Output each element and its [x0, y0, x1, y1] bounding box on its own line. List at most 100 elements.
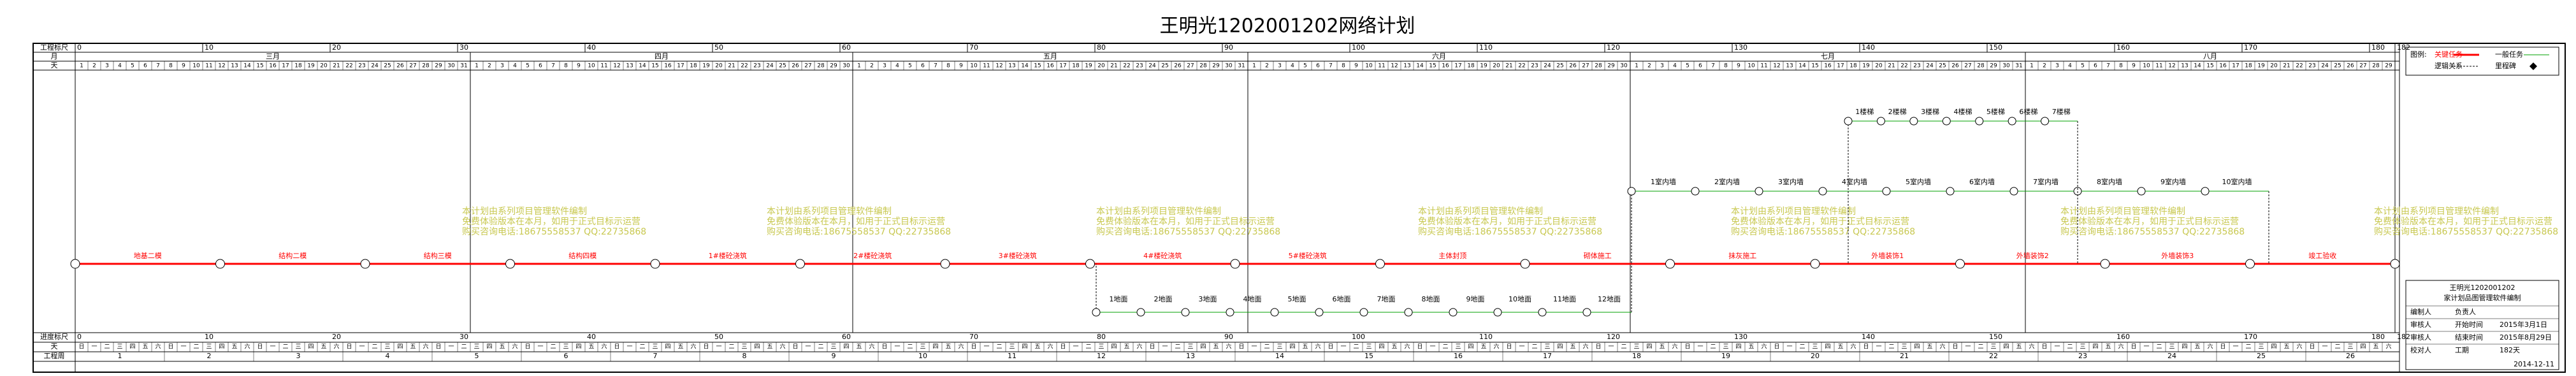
scale-label: 60 [842, 43, 851, 52]
weekday-label: 四 [1111, 344, 1117, 351]
weekday-label: 三 [474, 344, 479, 351]
general-task: 5室内墙 [1906, 177, 1931, 186]
weekday-label: 三 [2347, 344, 2353, 351]
watermark: 购买咨询电话:18675558537 QQ:22735868 [2060, 227, 2245, 237]
day-label: 27 [1582, 63, 1589, 69]
weekday-label: 二 [1621, 344, 1626, 351]
weekday-label: 三 [920, 344, 925, 351]
day-label: 24 [766, 63, 774, 69]
row-label: 工程标尺 [40, 43, 68, 52]
scale-label: 40 [587, 333, 596, 341]
weekday-label: 四 [2003, 344, 2009, 351]
day-label: 25 [779, 63, 786, 69]
week-label: 13 [1186, 352, 1195, 360]
weekday-label: 五 [499, 344, 505, 351]
row-label: 进度标尺 [40, 332, 68, 341]
node [1955, 259, 1965, 269]
weekday-label: 四 [1914, 344, 1920, 351]
day-label: 19 [2257, 63, 2265, 69]
weekday-label: 六 [333, 343, 339, 351]
day-label: 31 [2015, 63, 2022, 69]
general-task: 10地面 [1509, 295, 1531, 303]
day-label: 30 [1620, 63, 1628, 69]
node [1942, 117, 1951, 126]
weekday-label: 五 [2283, 344, 2289, 351]
scale-label: 130 [1734, 333, 1747, 341]
day-label: 28 [1199, 63, 1207, 69]
day-label: 16 [664, 63, 672, 69]
week-label: 18 [1632, 352, 1641, 360]
weekday-label: 四 [1468, 344, 1473, 351]
day-label: 11 [983, 63, 990, 69]
critical-task: 4#楼砼浇筑 [1143, 251, 1182, 260]
day-label: 23 [753, 63, 760, 69]
general-task: 3室内墙 [1778, 177, 1804, 186]
scale-label: 60 [842, 333, 851, 341]
weekday-label: 三 [117, 344, 122, 351]
day-label: 11 [2155, 63, 2162, 69]
general-task: 4室内墙 [1842, 177, 1867, 186]
info-cell: 审核人 [2410, 320, 2431, 329]
watermark: 购买咨询电话:18675558537 QQ:22735868 [462, 227, 646, 237]
day-label: 29 [1990, 63, 1997, 69]
day-label: 4 [513, 63, 517, 69]
day-label: 12 [218, 63, 225, 69]
weekday-label: 三 [206, 344, 212, 351]
general-task: 7室内墙 [2033, 177, 2059, 186]
weekday-label: 五 [945, 344, 951, 351]
weekday-label: 日 [703, 343, 709, 351]
day-label: 12 [1773, 63, 1780, 69]
day-label: 6 [1698, 63, 1702, 69]
weekday-label: 六 [244, 343, 250, 351]
node [1449, 308, 1458, 317]
info-date: 2014-12-11 [2514, 360, 2554, 368]
day-label: 24 [371, 63, 379, 69]
week-label: 24 [2167, 352, 2176, 360]
row-label: 工程周 [44, 352, 65, 360]
day-label: 18 [2245, 63, 2252, 69]
weekday-label: 五 [231, 344, 237, 351]
weekday-label: 一 [1786, 344, 1792, 351]
scale-label: 160 [2117, 43, 2130, 52]
weekday-label: 三 [652, 344, 658, 351]
day-label: 8 [2119, 63, 2123, 69]
day-label: 30 [843, 63, 850, 69]
critical-task: 结构三模 [424, 251, 452, 260]
info-cell: 2015年8月29日 [2500, 333, 2552, 342]
day-label: 18 [690, 63, 697, 69]
day-label: 24 [2321, 63, 2329, 69]
day-label: 28 [422, 63, 430, 69]
month-label: 四月 [655, 52, 669, 61]
day-label: 10 [1747, 63, 1755, 69]
node [2201, 187, 2210, 196]
day-label: 30 [2002, 63, 2010, 69]
day-label: 26 [396, 63, 404, 69]
weekday-label: 一 [1251, 344, 1257, 351]
day-label: 1 [1635, 63, 1639, 69]
day-label: 25 [2334, 63, 2341, 69]
day-label: 20 [1875, 63, 1883, 69]
day-label: 24 [1148, 63, 1156, 69]
day-label: 12 [1391, 63, 1398, 69]
week-label: 5 [475, 352, 479, 360]
day-label: 29 [1212, 63, 1220, 69]
scale-label: 10 [205, 333, 213, 341]
weekday-label: 二 [1085, 344, 1091, 351]
day-label: 22 [2296, 63, 2303, 69]
weekday-label: 四 [2092, 344, 2098, 351]
day-label: 3 [1660, 63, 1664, 69]
weekday-label: 一 [2322, 344, 2327, 351]
weekday-label: 一 [1697, 344, 1703, 351]
day-label: 8 [169, 63, 173, 69]
week-label: 6 [564, 352, 568, 360]
scale-label: 30 [459, 333, 468, 341]
watermark: 购买咨询电话:18675558537 QQ:22735868 [767, 227, 951, 237]
general-task: 1地面 [1110, 295, 1128, 303]
general-task: 11地面 [1553, 295, 1576, 303]
day-label: 8 [946, 63, 950, 69]
day-label: 7 [2106, 63, 2110, 69]
weekday-label: 三 [1098, 344, 1104, 351]
day-label: 19 [1085, 63, 1092, 69]
day-label: 9 [182, 63, 185, 69]
